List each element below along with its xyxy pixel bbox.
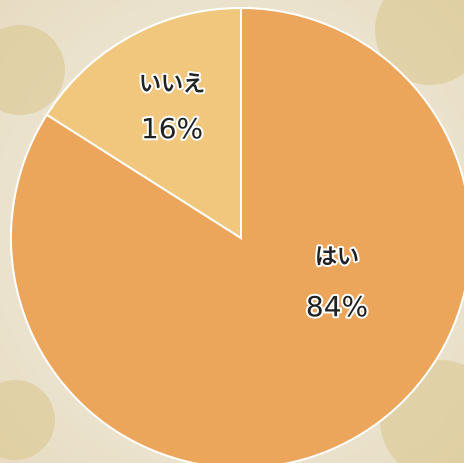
slice-value-label: 84% <box>306 290 368 323</box>
slice-name: いいえ <box>139 72 205 97</box>
pie: はい 84% いいえ 16% <box>11 8 464 463</box>
chart: はい 84% いいえ 16% <box>0 0 464 463</box>
slice-name: はい <box>315 245 359 270</box>
slice-value-label: 16% <box>141 112 203 145</box>
